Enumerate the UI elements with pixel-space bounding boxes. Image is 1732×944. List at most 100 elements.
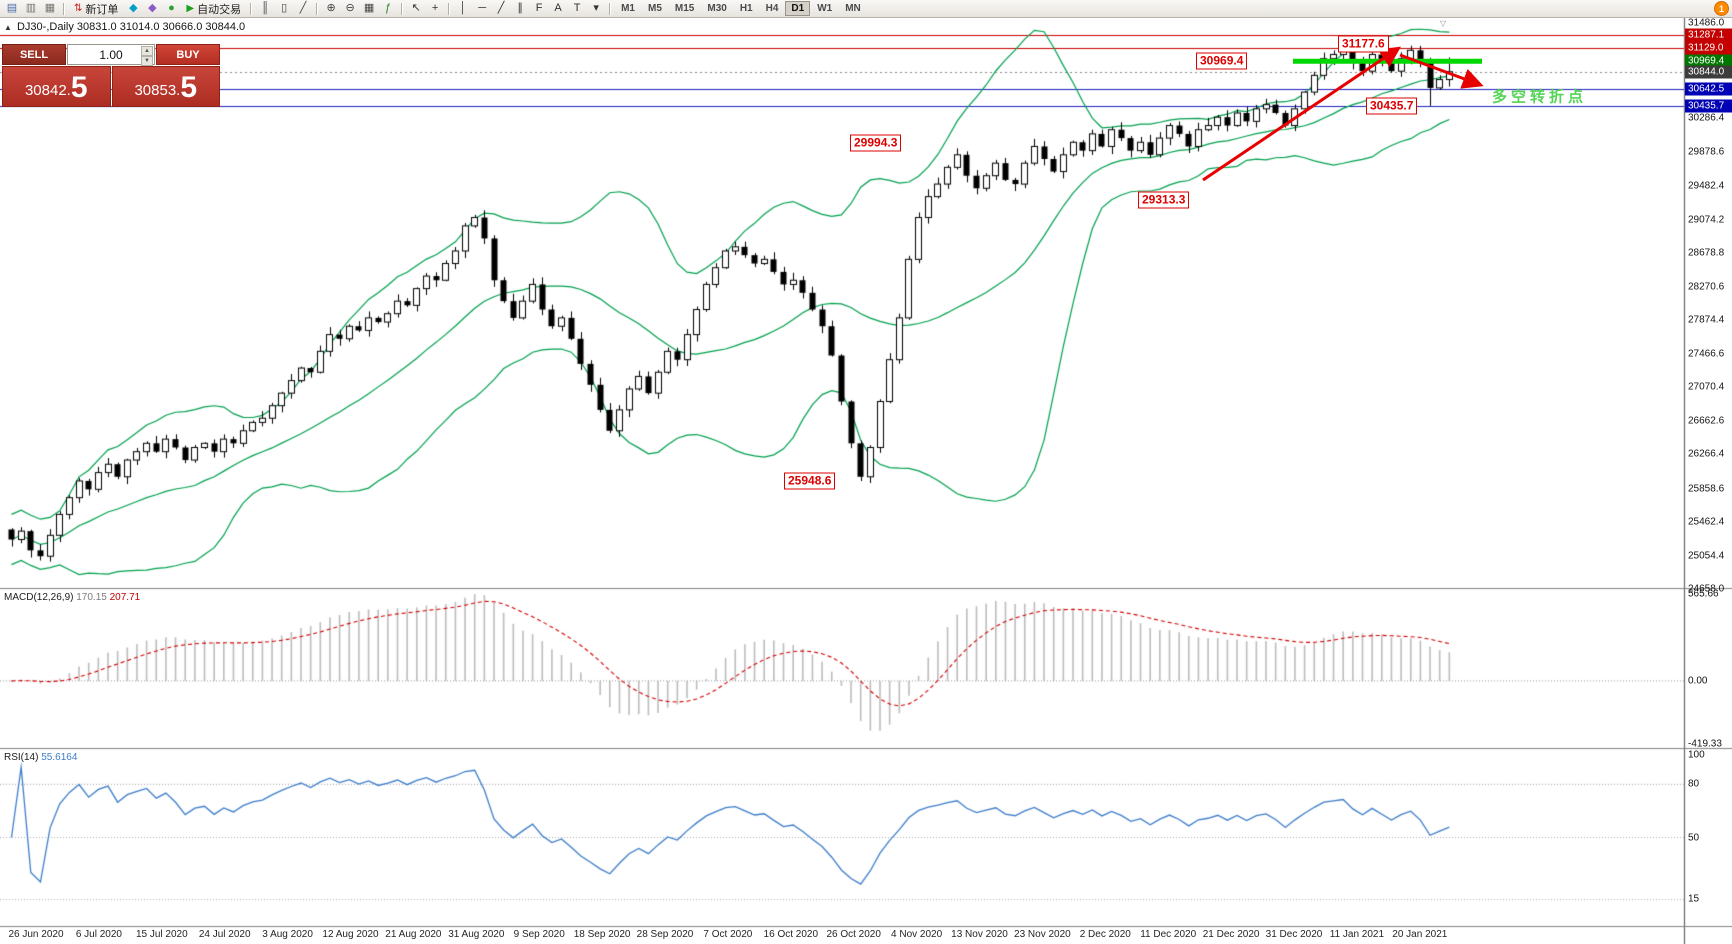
price-annotation[interactable]: 29313.3 [1138,191,1190,209]
price-tick: 29074.2 [1688,214,1725,226]
rsi-scale-tick: 80 [1688,778,1700,790]
price-tick: 27874.4 [1688,314,1725,326]
market-depth-icon[interactable]: ◆ [129,2,138,14]
price-tick: 26662.6 [1688,415,1725,427]
channel-icon[interactable]: ∥ [517,2,523,14]
price-marker: 31287.1 [1685,28,1732,42]
time-label: 12 Aug 2020 [322,929,379,940]
price-annotation[interactable]: 30969.4 [1196,52,1248,70]
price-axis[interactable]: 31486.0 30286.4 29878.6 29482.4 29074.2 28678… [1684,18,1732,944]
time-axis[interactable]: 26 Jun 2020 6 Jul 2020 15 Jul 2020 24 Jul 2… [0,926,1684,944]
bar-chart-icon[interactable]: ║ [261,2,269,14]
timeframe-m30[interactable]: M30 [707,3,727,14]
chart-shift-marker[interactable]: ▽ [1440,19,1447,28]
crosshair-icon[interactable]: + [431,2,439,14]
indicators-icon[interactable]: ƒ [385,2,392,14]
price-tick: 25054.4 [1688,550,1725,562]
scripts-icon[interactable]: ◆ [148,2,157,14]
new-order-button[interactable]: ⇅ 新订单 [69,1,123,16]
time-label: 3 Aug 2020 [262,929,313,940]
macd-scale-tick: 565.66 [1688,588,1719,600]
price-annotation[interactable]: 25948.6 [784,472,836,490]
shapes-dropdown-icon[interactable]: ▾ [593,2,599,14]
fibonacci-icon[interactable]: F [535,2,543,14]
zoom-in-icon[interactable]: ⊕ [326,2,336,14]
timeframe-d1[interactable]: D1 [785,1,811,16]
timeframe-m15[interactable]: M15 [674,3,695,14]
rsi-scale-tick: 15 [1688,893,1700,905]
macd-name: MACD(12,26,9) [4,592,74,603]
volume-input[interactable]: 1.00 ▲ ▼ [67,44,155,66]
buy-price-display[interactable]: 30853. 5 [111,66,220,107]
price-tick: 28270.6 [1688,281,1725,293]
horizontal-line-icon[interactable]: ─ [478,2,486,14]
toolbar-separator [401,2,404,15]
volume-down-icon[interactable]: ▼ [141,56,153,66]
timeframe-m1[interactable]: M1 [621,3,635,14]
timeframe-h4[interactable]: H4 [765,3,779,14]
new-chart-icon[interactable]: ▤ [6,2,18,14]
zoom-out-icon[interactable]: ⊖ [345,2,355,14]
toolbar-separator [448,2,451,15]
time-label: 26 Jun 2020 [8,929,64,940]
rsi-scale-tick: 100 [1688,749,1705,761]
macd-signal-value: 207.71 [109,592,141,603]
price-marker: 31129.0 [1685,41,1732,55]
window-layout-icon[interactable]: ▦ [44,2,56,14]
time-label: 7 Oct 2020 [703,929,753,940]
time-label: 6 Jul 2020 [75,929,122,940]
price-annotation[interactable]: 30435.7 [1366,97,1418,115]
toolbar-separator [609,2,612,15]
profiles-icon[interactable]: ▥ [25,2,37,14]
rsi-value: 55.6164 [41,752,78,763]
time-label: 11 Jan 2021 [1329,929,1385,940]
label-icon[interactable]: T [573,2,581,14]
price-marker: 30435.7 [1685,99,1732,113]
macd-main-value: 170.15 [76,592,107,603]
line-chart-icon[interactable]: ╱ [299,2,307,14]
chart-ohlc-readout: 30831.0 31014.0 30666.0 30844.0 [76,21,246,33]
notification-badge[interactable]: 1 [1714,1,1729,16]
new-order-icon: ⇅ [74,3,83,14]
timeframe-w1[interactable]: W1 [817,3,833,14]
toolbar-separator [316,2,319,15]
timeframe-h1[interactable]: H1 [739,3,753,14]
cursor-icon[interactable]: ↖ [411,2,421,14]
sell-price-main: 30842. [24,82,71,99]
price-tick: 26266.4 [1688,448,1725,460]
time-label: 18 Sep 2020 [573,929,631,940]
time-label: 11 Dec 2020 [1140,929,1197,940]
price-tick: 25858.6 [1688,483,1725,495]
sell-price-display[interactable]: 30842. 5 [2,66,111,107]
sell-price-pip: 5 [70,71,88,104]
price-tick: 31486.0 [1688,17,1725,29]
volume-value: 1.00 [99,47,123,62]
trendline-icon[interactable]: ╱ [497,2,505,14]
autotrade-button-label: 自动交易 [197,3,242,16]
volume-up-icon[interactable]: ▲ [141,46,153,56]
price-annotation[interactable]: 29994.3 [850,134,902,152]
toolbar: ▤ ▥ ▦ ⇅ 新订单 ◆ ◆ ● ▶ 自动交易 ║ ▯ ╱ ⊕ ⊖ ▦ ƒ ↖ + │ ─ ╱ ∥ F A T ▾ M1 M5 M15 M… [0,0,1732,18]
text-icon[interactable]: A [554,2,562,14]
autotrade-icon: ▶ [186,3,195,14]
price-marker: 30642.5 [1685,82,1732,96]
autotrade-button[interactable]: ▶ 自动交易 [181,1,246,16]
time-label: 4 Nov 2020 [891,929,943,940]
rsi-name: RSI(14) [4,752,39,763]
candlestick-chart-icon[interactable]: ▯ [281,2,288,14]
time-label: 31 Dec 2020 [1265,929,1323,940]
market-icon[interactable]: ● [168,2,175,14]
sell-button[interactable]: SELL [2,44,66,65]
price-annotation[interactable]: 31177.6 [1338,35,1389,53]
timeframe-m5[interactable]: M5 [648,3,662,14]
price-tick: 29482.4 [1688,180,1725,192]
time-label: 24 Jul 2020 [198,929,251,940]
grid-icon[interactable]: ▦ [363,2,375,14]
bull-bear-pivot-note[interactable]: 多空转折点 [1492,88,1588,106]
timeframe-mn[interactable]: MN [845,3,861,14]
time-label: 23 Nov 2020 [1014,929,1071,940]
buy-button[interactable]: BUY [156,44,220,65]
vertical-line-icon[interactable]: │ [459,2,467,14]
macd-scale-tick: -419.33 [1688,738,1722,750]
